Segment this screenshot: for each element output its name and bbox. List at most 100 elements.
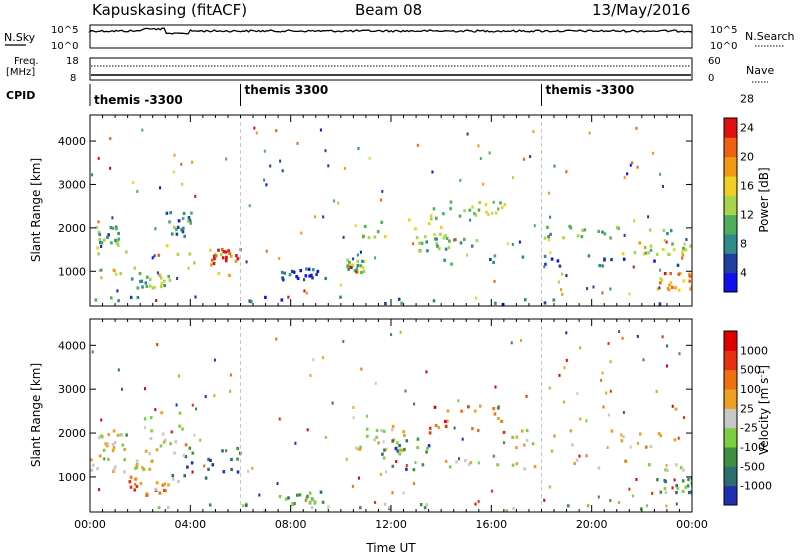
scatter-cell [642,252,645,256]
scatter-cell [105,444,109,448]
scatter-cell [228,273,231,277]
scatter-cell [432,299,436,303]
scatter-cell [144,449,148,453]
scatter-cell [117,368,120,372]
scatter-cell [144,426,147,430]
scatter-cell [651,491,654,495]
scatter-cell [402,491,405,495]
scatter-cell [356,253,359,257]
scatter-cell [195,407,197,411]
scatter-cell [258,493,261,497]
scatter-cell [544,262,547,266]
scatter-cell [491,211,494,215]
scatter-cell [496,463,499,467]
scatter-cell [453,426,456,430]
scatter-cell [357,147,360,150]
scatter-cell [384,235,387,239]
scatter-cell [366,414,369,418]
scatter-cell [353,269,357,273]
scatter-cell [304,274,308,278]
scatter-cell [144,387,146,391]
scatter-cell [391,491,394,495]
scatter-cell [90,468,94,472]
scatter-cell [444,424,448,428]
scatter-cell [553,434,556,438]
scatter-cell [597,466,601,470]
scatter-cell [217,272,221,276]
velocity-colorbar-label-main: Velocity [m s [757,378,771,455]
scatter-cell [305,496,308,500]
scatter-cell [343,166,346,170]
scatter-cell [656,478,659,482]
colorbar-segment [724,447,737,467]
scatter-cell [434,423,438,428]
scatter-cell [688,491,691,495]
scatter-cell [396,449,399,453]
scatter-cell [588,131,591,135]
scatter-cell [597,495,600,499]
scatter-cell [629,163,632,167]
scatter-cell [426,249,429,253]
scatter-cell [683,242,686,246]
scatter-cell [492,407,495,411]
scatter-cell [628,292,631,296]
scatter-cell [245,503,248,507]
scatter-cell [448,465,452,469]
scatter-cell [435,237,438,241]
scatter-cell [622,257,626,261]
scatter-cell [349,263,352,267]
velocity-x-axis: 00:00 04:00 08:00 12:00 16:00 20:00 00:00 [74,319,708,531]
scatter-cell [621,336,624,340]
scatter-cell [224,259,228,263]
scatter-cell [425,370,428,374]
scatter-cell [96,246,99,250]
scatter-cell [493,254,497,258]
scatter-cell [668,283,671,287]
scatter-cell [327,505,330,509]
scatter-cell [520,339,522,342]
scatter-cell [543,265,546,269]
scatter-cell [497,416,500,421]
scatter-cell [500,419,503,423]
scatter-cell [669,229,673,233]
scatter-cell [549,215,551,219]
scatter-cell [586,287,589,291]
freq-unit: [MHz] [6,67,35,78]
scatter-cell [568,224,571,228]
scatter-cell [230,457,233,462]
scatter-cell [331,401,334,405]
scatter-cell [511,242,514,246]
scatter-cell [366,434,369,438]
x-tick-label: 04:00 [174,518,206,531]
scatter-cell [435,242,438,246]
scatter-cell [362,235,365,239]
scatter-cell [298,493,302,497]
velocity-ylabel: Slant Range [km] [29,363,43,467]
scatter-cell [457,399,460,403]
scatter-cell [549,232,552,236]
scatter-cell [136,295,140,300]
scatter-cell [449,207,452,211]
scatter-cell [209,248,212,252]
colorbar-segment [724,350,737,371]
scatter-cell [98,232,101,237]
colorbar-tick-label: 500 [740,364,761,377]
scatter-cell [666,364,668,368]
scatter-cell [291,502,294,506]
scatter-cell [148,467,151,471]
scatter-cell [311,497,314,501]
scatter-cell [681,479,685,483]
scatter-cell [125,250,128,254]
y-tick-label: 4000 [58,135,86,148]
scatter-cell [525,394,528,398]
scatter-cell [114,238,117,242]
scatter-cell [579,346,582,350]
scatter-cell [169,442,172,446]
scatter-cell [446,409,450,413]
scatter-cell [116,433,120,437]
colorbar-segment [724,253,737,274]
scatter-cell [184,455,188,459]
scatter-cell [98,488,101,492]
